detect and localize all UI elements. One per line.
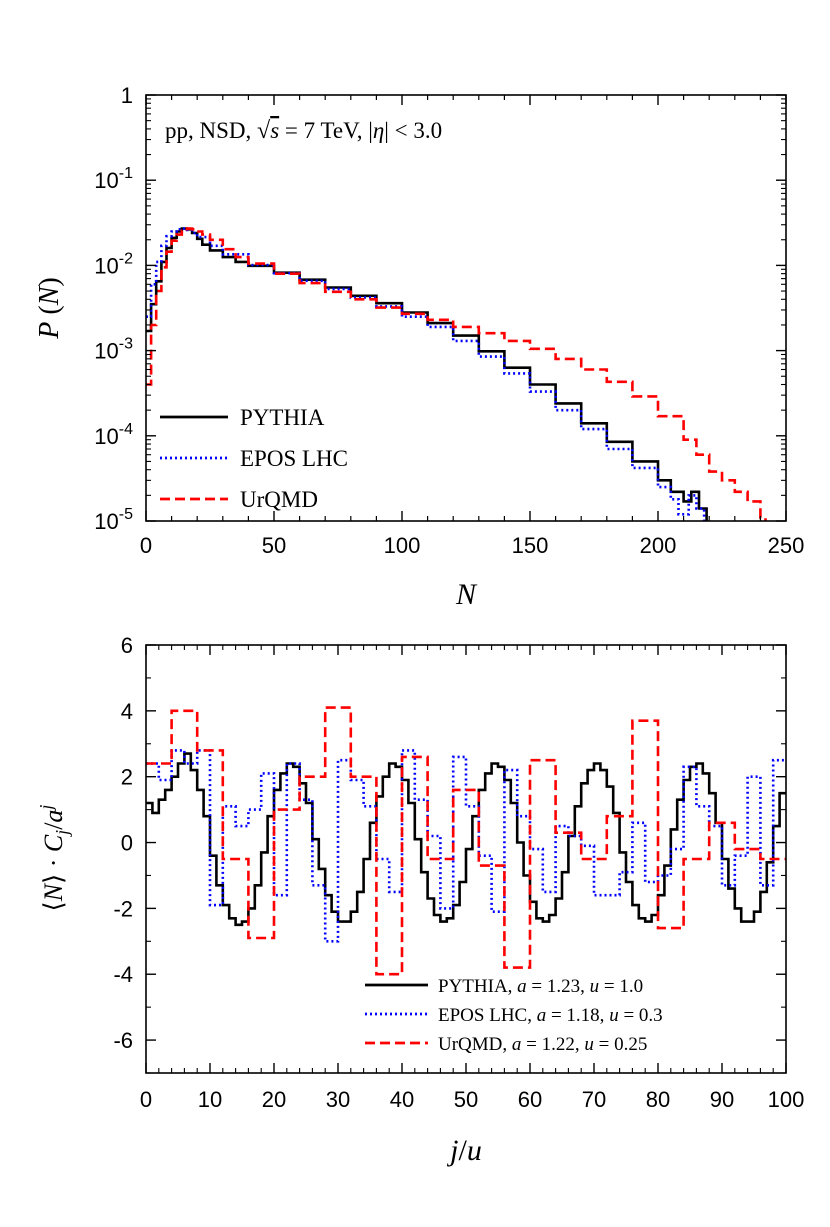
bottom-x-axis-label: j/u — [446, 1134, 482, 1167]
bottom-y-axis-label: ⟨N⟩ · Cj/aj — [36, 805, 72, 912]
bottom-x-tick-label: 70 — [582, 1087, 606, 1112]
bottom-y-tick-label: 4 — [121, 699, 133, 724]
bottom-legend-label: UrQMD, a = 1.22, u = 0.25 — [438, 1034, 647, 1055]
bottom-x-tick-label: 90 — [710, 1087, 734, 1112]
bottom-x-tick-label: 60 — [518, 1087, 542, 1112]
top-x-tick-label: 250 — [768, 533, 805, 558]
top-y-tick-label: 10-2 — [94, 250, 133, 278]
top-panel-distribution: 0 50 100 150 200 250 1 10-1 10-2 10-3 10-4 10-5 pp… — [34, 83, 804, 611]
bottom-x-tick-label: 10 — [198, 1087, 222, 1112]
top-x-tick-label: 200 — [640, 533, 677, 558]
top-x-axis-label: N — [455, 578, 478, 611]
bottom-y-tick-label: -2 — [113, 896, 133, 921]
top-legend-label: EPOS LHC — [240, 446, 348, 471]
top-x-tick-label: 50 — [262, 533, 286, 558]
bottom-y-tick-label: -6 — [113, 1028, 133, 1053]
bottom-x-tick-label: 80 — [646, 1087, 670, 1112]
top-y-tick-label: 10-1 — [94, 165, 133, 193]
bottom-x-tick-label: 50 — [454, 1087, 478, 1112]
top-y-tick-label: 10-3 — [94, 336, 133, 364]
top-y-axis-label: P (N) — [34, 277, 65, 339]
top-y-tick-label: 10-5 — [94, 506, 133, 534]
top-legend-label: UrQMD — [240, 487, 318, 512]
bottom-series-urqmd — [146, 706, 786, 976]
bottom-x-ticks: 0 10 20 30 40 50 60 70 80 90 100 — [140, 645, 804, 1112]
top-plot-frame — [145, 94, 787, 522]
bottom-legend-label: PYTHIA, a = 1.23, u = 1.0 — [438, 976, 643, 997]
bottom-x-tick-label: 40 — [390, 1087, 414, 1112]
bottom-y-tick-label: 0 — [121, 831, 133, 856]
bottom-series-pythia — [146, 752, 786, 927]
coefficient-curves — [146, 706, 786, 976]
top-y-tick-label: 1 — [121, 83, 133, 108]
bottom-legend-label: EPOS LHC, a = 1.18, u = 0.3 — [438, 1005, 663, 1026]
top-legend-label: PYTHIA — [240, 405, 325, 430]
top-y-ticks: 1 10-1 10-2 10-3 10-4 10-5 — [94, 83, 786, 534]
bottom-y-tick-label: -4 — [113, 962, 133, 987]
top-x-ticks: 0 50 100 150 200 250 — [140, 95, 804, 558]
top-x-tick-label: 0 — [140, 533, 152, 558]
top-x-tick-label: 150 — [512, 533, 549, 558]
bottom-legend: PYTHIA, a = 1.23, u = 1.0 EPOS LHC, a = 1… — [365, 976, 663, 1055]
bottom-y-tick-label: 2 — [121, 765, 133, 790]
bottom-x-tick-label: 0 — [140, 1087, 152, 1112]
top-series-pythia — [146, 227, 708, 521]
distribution-curves — [146, 227, 767, 521]
top-annotation: pp, NSD, √s = 7 TeV, |η| < 3.0 — [165, 118, 442, 144]
bottom-x-tick-label: 100 — [768, 1087, 805, 1112]
top-legend: PYTHIA EPOS LHC UrQMD — [160, 405, 348, 512]
top-series-urqmd — [146, 227, 767, 521]
bottom-y-ticks: 6 4 2 0 -2 -4 -6 — [113, 633, 786, 1074]
bottom-x-tick-label: 30 — [326, 1087, 350, 1112]
bottom-y-tick-label: 6 — [121, 633, 133, 658]
top-x-tick-label: 100 — [384, 533, 421, 558]
top-y-tick-label: 10-4 — [94, 421, 133, 449]
bottom-x-tick-label: 20 — [262, 1087, 286, 1112]
top-series-epos-lhc — [146, 227, 706, 521]
